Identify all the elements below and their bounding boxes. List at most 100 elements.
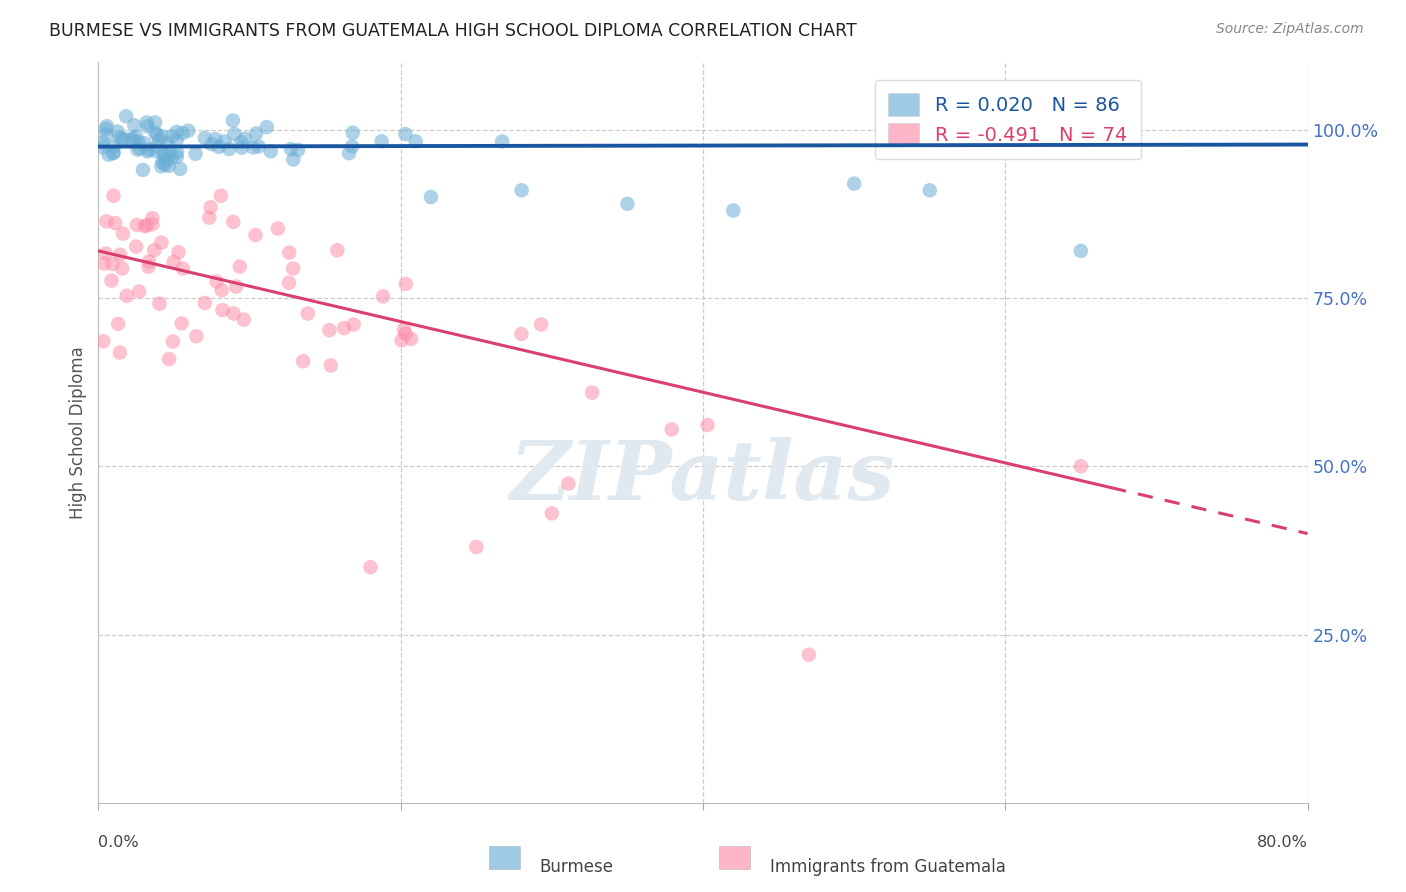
Point — [337, 146, 360, 161]
Point — [166, 133, 188, 147]
Point — [394, 127, 416, 141]
Point — [143, 126, 166, 140]
Point — [287, 143, 309, 157]
Point — [104, 216, 127, 230]
Point — [177, 123, 200, 137]
Point — [96, 128, 118, 142]
FancyBboxPatch shape — [489, 846, 520, 870]
Point — [128, 285, 150, 299]
Point — [205, 275, 228, 289]
Point — [242, 140, 264, 154]
Point — [94, 246, 117, 260]
Point — [108, 345, 131, 359]
Point — [166, 150, 188, 164]
Point — [696, 418, 718, 433]
Point — [160, 129, 183, 144]
Point — [420, 190, 443, 204]
Point — [125, 218, 148, 232]
Point — [1070, 459, 1092, 474]
Point — [111, 132, 134, 146]
Point — [661, 422, 683, 436]
Point — [247, 139, 270, 153]
Point — [127, 135, 149, 149]
Point — [200, 200, 222, 214]
Point — [138, 260, 160, 274]
Point — [540, 507, 562, 521]
Point — [318, 323, 340, 337]
Point — [340, 139, 363, 153]
Point — [510, 183, 533, 197]
Point — [557, 476, 579, 491]
Point — [218, 142, 240, 156]
Point — [125, 239, 148, 253]
Point — [172, 126, 194, 140]
Point — [127, 143, 149, 157]
Point — [225, 279, 247, 293]
Point — [326, 244, 349, 258]
Point — [616, 196, 638, 211]
Point — [135, 115, 157, 129]
Point — [111, 261, 134, 276]
Text: Source: ZipAtlas.com: Source: ZipAtlas.com — [1216, 22, 1364, 37]
Point — [115, 289, 138, 303]
Point — [156, 136, 179, 150]
Point — [186, 329, 208, 343]
Point — [96, 119, 118, 133]
Point — [108, 130, 131, 145]
Point — [150, 235, 173, 250]
Point — [145, 139, 167, 153]
Point — [143, 144, 166, 158]
Point — [121, 131, 143, 145]
Point — [153, 158, 176, 172]
Point — [146, 128, 169, 142]
Point — [91, 136, 114, 150]
Point — [170, 317, 193, 331]
Point — [159, 145, 181, 160]
Point — [157, 159, 180, 173]
Point — [103, 145, 125, 160]
Point — [150, 155, 173, 169]
Point — [844, 177, 866, 191]
Point — [208, 140, 231, 154]
Text: 80.0%: 80.0% — [1257, 835, 1308, 850]
Point — [201, 137, 224, 152]
Text: BURMESE VS IMMIGRANTS FROM GUATEMALA HIGH SCHOOL DIPLOMA CORRELATION CHART: BURMESE VS IMMIGRANTS FROM GUATEMALA HIG… — [49, 22, 858, 40]
Point — [319, 359, 342, 373]
Point — [101, 257, 124, 271]
Point — [100, 274, 122, 288]
Point — [150, 129, 173, 144]
Point — [138, 143, 160, 157]
Point — [124, 118, 146, 132]
Point — [229, 260, 252, 274]
Point — [136, 120, 159, 134]
Point — [194, 131, 217, 145]
Point — [103, 188, 125, 202]
Point — [392, 322, 415, 336]
Point — [371, 289, 394, 303]
Text: 0.0%: 0.0% — [98, 835, 139, 850]
Point — [1070, 244, 1092, 258]
Point — [160, 151, 183, 165]
Point — [198, 211, 221, 225]
Point — [141, 217, 163, 231]
Point — [166, 125, 188, 139]
Point — [233, 132, 256, 146]
Point — [194, 296, 217, 310]
Point — [162, 334, 184, 349]
Point — [267, 221, 290, 235]
Point — [91, 334, 114, 349]
Point — [153, 149, 176, 163]
Point — [277, 276, 299, 290]
Point — [581, 385, 603, 400]
Point — [96, 214, 118, 228]
Point — [204, 132, 226, 146]
Point — [162, 255, 184, 269]
Point — [141, 211, 163, 225]
Point — [148, 297, 170, 311]
Point — [107, 124, 129, 138]
Point — [150, 159, 173, 173]
Y-axis label: High School Diploma: High School Diploma — [69, 346, 87, 519]
Point — [115, 109, 138, 123]
Point — [399, 332, 422, 346]
Point — [260, 145, 283, 159]
